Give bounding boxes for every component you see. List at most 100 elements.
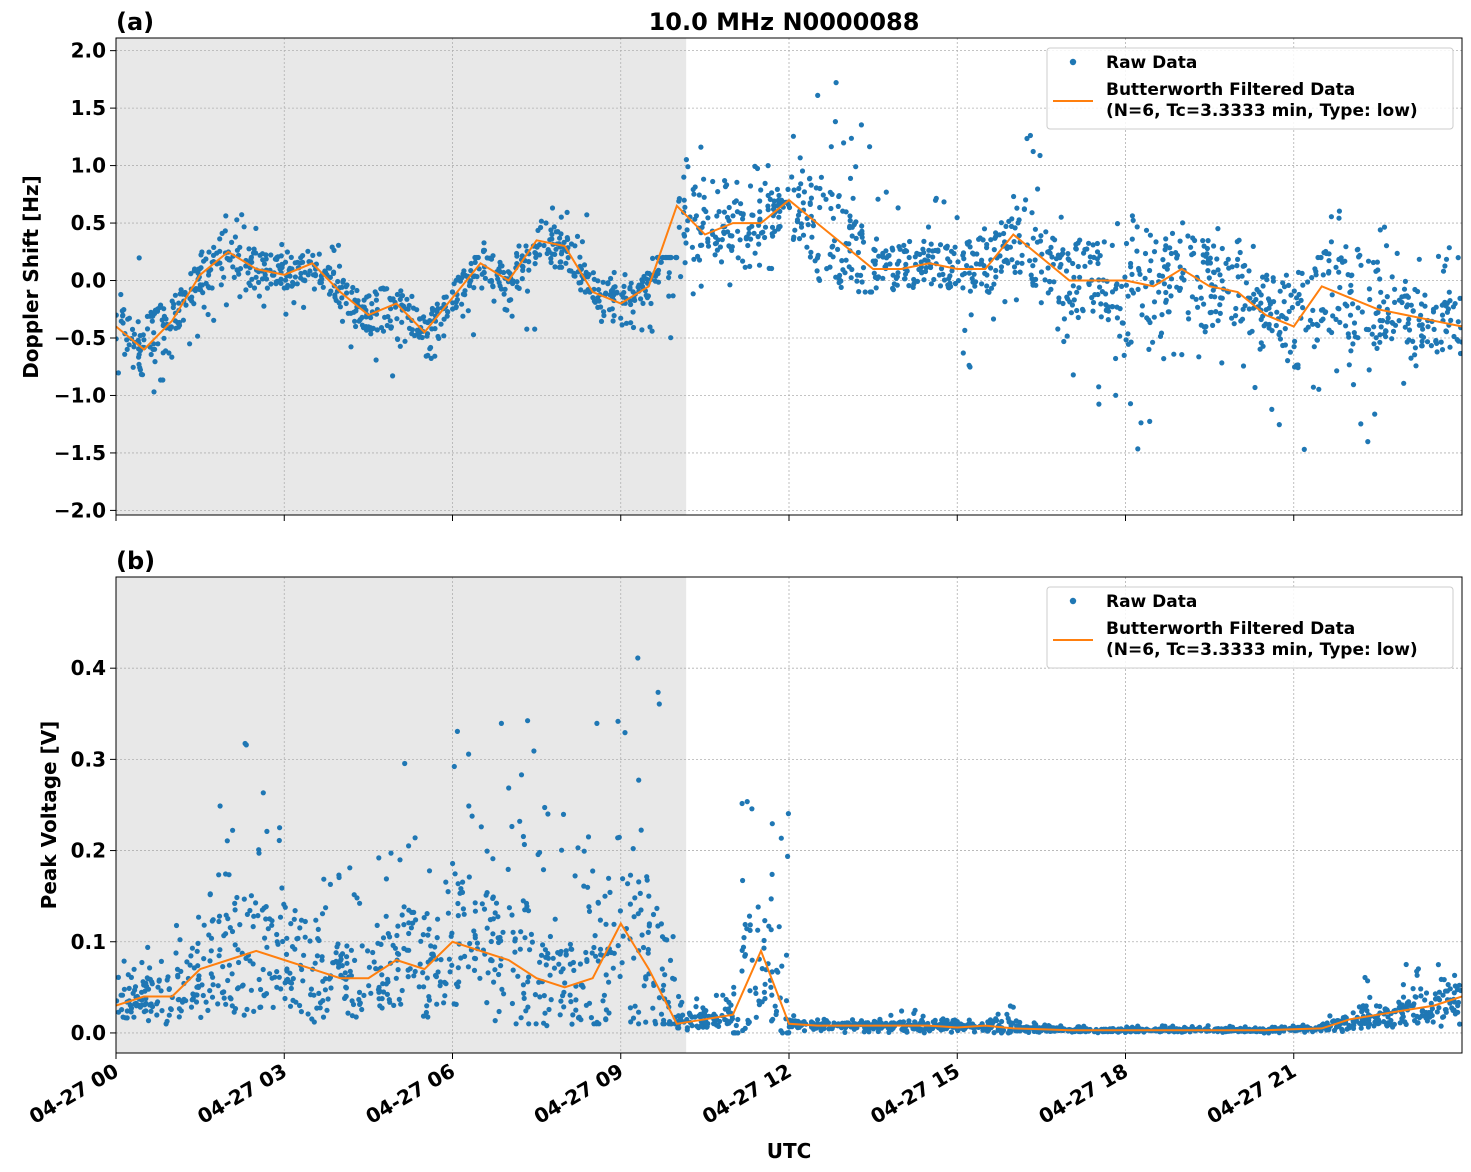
raw-data-point [1422, 997, 1428, 1003]
raw-data-point [746, 913, 753, 919]
raw-data-point [1019, 260, 1025, 266]
raw-data-point [872, 258, 879, 264]
raw-data-point [1352, 334, 1358, 340]
raw-data-point [1058, 214, 1064, 220]
raw-data-point [188, 271, 194, 277]
raw-data-point [1281, 299, 1287, 305]
raw-data-point [1445, 982, 1451, 988]
raw-data-point [649, 328, 655, 334]
raw-data-point [1064, 333, 1070, 339]
raw-data-point [1310, 321, 1316, 327]
raw-data-point [396, 996, 402, 1003]
raw-data-point [1073, 241, 1079, 247]
raw-data-point [842, 1029, 848, 1035]
raw-data-point [509, 912, 515, 918]
raw-data-point [740, 877, 746, 884]
raw-data-point [300, 978, 306, 984]
raw-data-point [591, 276, 597, 282]
raw-data-point [689, 244, 696, 250]
raw-data-point [830, 215, 837, 221]
raw-data-point [547, 237, 553, 243]
raw-data-point [158, 988, 164, 994]
raw-data-point [145, 944, 151, 951]
raw-data-point [408, 925, 414, 931]
raw-data-point [481, 906, 488, 912]
raw-data-point [740, 258, 746, 264]
raw-data-point [1434, 349, 1440, 355]
raw-data-point [937, 242, 944, 248]
raw-data-point [639, 327, 645, 333]
raw-data-point [269, 922, 275, 928]
raw-data-point [592, 933, 598, 939]
raw-data-point [921, 238, 927, 244]
raw-data-point [122, 351, 128, 357]
raw-data-point [277, 825, 283, 831]
raw-data-point [1151, 299, 1158, 305]
raw-data-point [1402, 278, 1408, 284]
raw-data-point [206, 249, 212, 255]
raw-data-point [467, 279, 473, 286]
raw-data-point [300, 277, 306, 283]
raw-data-point [1318, 254, 1324, 261]
raw-data-point [682, 260, 688, 266]
raw-data-point [451, 763, 457, 770]
raw-data-point [495, 914, 501, 920]
raw-data-point [1328, 214, 1334, 220]
raw-data-point [817, 204, 823, 211]
raw-data-point [262, 935, 268, 941]
raw-data-point [394, 291, 400, 298]
raw-data-point [404, 296, 410, 302]
raw-data-point [880, 275, 886, 281]
raw-data-point [189, 294, 195, 300]
raw-data-point [726, 999, 732, 1005]
raw-data-point [872, 247, 878, 253]
raw-data-point [1109, 289, 1116, 295]
raw-data-point [848, 135, 855, 141]
raw-data-point [1358, 421, 1364, 427]
raw-data-point [209, 918, 215, 924]
raw-data-point [850, 195, 856, 201]
raw-data-point [388, 850, 394, 856]
raw-data-point [762, 234, 768, 241]
raw-data-point [232, 907, 238, 913]
raw-data-point [611, 921, 617, 927]
raw-data-point [967, 364, 973, 370]
raw-data-point [561, 1004, 567, 1010]
raw-data-point [122, 1015, 129, 1021]
raw-data-point [537, 252, 543, 258]
raw-data-point [409, 293, 415, 299]
raw-data-point [733, 198, 739, 204]
raw-data-point [744, 799, 750, 805]
raw-data-point [620, 933, 626, 939]
raw-data-point [919, 1026, 925, 1033]
raw-data-point [719, 237, 725, 243]
raw-data-point [1177, 238, 1183, 244]
raw-data-point [526, 974, 532, 980]
raw-data-point [538, 952, 545, 958]
raw-data-point [1156, 272, 1162, 278]
raw-data-point [229, 971, 235, 977]
raw-data-point [135, 319, 141, 325]
raw-data-point [1455, 1009, 1461, 1015]
raw-data-point [541, 993, 547, 999]
raw-data-point [740, 212, 746, 218]
raw-data-point [274, 984, 280, 990]
raw-data-point [1027, 132, 1033, 139]
raw-data-point [1438, 1023, 1444, 1029]
raw-data-point [1204, 245, 1210, 252]
raw-data-point [244, 911, 250, 918]
raw-data-point [282, 277, 289, 283]
raw-data-point [270, 1004, 276, 1011]
raw-data-point [1375, 309, 1381, 315]
raw-data-point [1076, 285, 1082, 291]
raw-data-point [954, 215, 960, 221]
raw-data-point [188, 1004, 195, 1010]
raw-data-point [527, 947, 533, 953]
raw-data-point [1162, 247, 1168, 253]
raw-data-point [659, 966, 665, 972]
raw-data-point [406, 920, 412, 926]
raw-data-point [1295, 300, 1301, 307]
raw-data-point [800, 200, 806, 206]
raw-data-point [345, 310, 351, 316]
raw-data-point [742, 952, 749, 958]
